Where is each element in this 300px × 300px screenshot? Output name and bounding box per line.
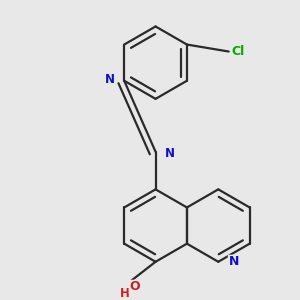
Text: H: H bbox=[120, 287, 130, 300]
Text: N: N bbox=[228, 255, 239, 268]
Text: Cl: Cl bbox=[232, 45, 245, 58]
Text: O: O bbox=[129, 280, 140, 293]
Text: N: N bbox=[164, 147, 175, 160]
Text: N: N bbox=[105, 73, 115, 86]
